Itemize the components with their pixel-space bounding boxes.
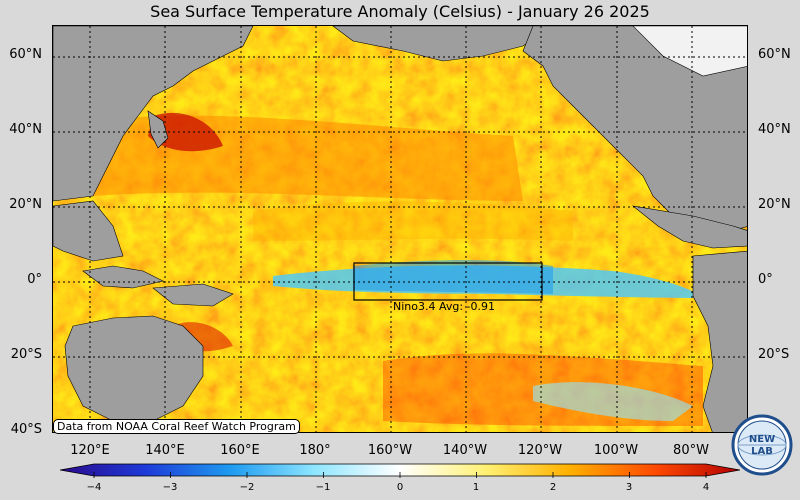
nino34-average-label: Nino3.4 Avg: -0.91: [393, 300, 496, 313]
lat-label-right: 60°N: [758, 47, 791, 62]
lat-label-left: 40°N: [9, 122, 42, 137]
lat-label-left: 20°N: [9, 197, 42, 212]
japan-land: [147, 110, 169, 149]
lon-label: 180°: [299, 443, 331, 458]
lon-label: 100°W: [593, 443, 639, 458]
colorbar: [60, 463, 740, 478]
japan-hotspot: [148, 112, 223, 152]
colorbar-tick-label: 1: [472, 482, 480, 493]
lon-label: 160°W: [367, 443, 413, 458]
nino34-box: [353, 262, 543, 301]
central-america-land: [631, 205, 747, 249]
lat-label-right: 0°: [758, 272, 773, 287]
svg-text:NEW: NEW: [749, 434, 775, 445]
subtropic-warm-band: [253, 201, 573, 241]
south-america-land: [692, 250, 747, 432]
map-title: Sea Surface Temperature Anomaly (Celsius…: [150, 2, 650, 21]
lon-label: 160°E: [220, 443, 260, 458]
lon-label: 80°W: [673, 443, 709, 458]
lat-label-left: 60°N: [9, 47, 42, 62]
sea-ice: [632, 26, 747, 77]
new-guinea-land: [152, 283, 234, 307]
lat-label-right: 20°S: [758, 347, 790, 362]
lon-label: 120°E: [70, 443, 110, 458]
lon-label: 140°W: [442, 443, 488, 458]
lon-label: 120°W: [517, 443, 563, 458]
lat-label-left: 20°S: [10, 347, 42, 362]
new-lab-logo: NEW LAB: [731, 414, 793, 476]
lat-label-right: 20°N: [758, 197, 791, 212]
lon-label: 140°E: [145, 443, 185, 458]
sst-anomaly-map: [52, 25, 748, 433]
asia-landmass: [53, 26, 254, 202]
lat-label-left: 40°S: [10, 422, 42, 437]
colorbar-tick-label: 2: [549, 482, 557, 493]
map-canvas: [53, 26, 747, 432]
colorbar-tick-label: 0: [396, 482, 404, 493]
australia-land: [64, 315, 204, 422]
southeast-asia-land: [53, 200, 124, 262]
data-credit-label: Data from NOAA Coral Reef Watch Program: [53, 419, 300, 434]
nino-cool-core: [353, 260, 553, 294]
north-america-land: [522, 26, 747, 237]
colorbar-ticks: [93, 472, 707, 478]
svg-text:LAB: LAB: [751, 446, 773, 457]
colorbar-tick-label: −1: [315, 482, 331, 493]
graticule: [53, 26, 747, 432]
lat-label-left: 0°: [27, 272, 42, 287]
colorbar-tick-label: −4: [86, 482, 102, 493]
colorbar-tick-label: −2: [239, 482, 255, 493]
colorbar-tick-label: 4: [702, 482, 710, 493]
colorbar-tick-label: −3: [162, 482, 178, 493]
colorbar-tick-label: 3: [625, 482, 633, 493]
lat-label-right: 40°N: [758, 122, 791, 137]
southeast-cool-patch: [533, 382, 693, 421]
